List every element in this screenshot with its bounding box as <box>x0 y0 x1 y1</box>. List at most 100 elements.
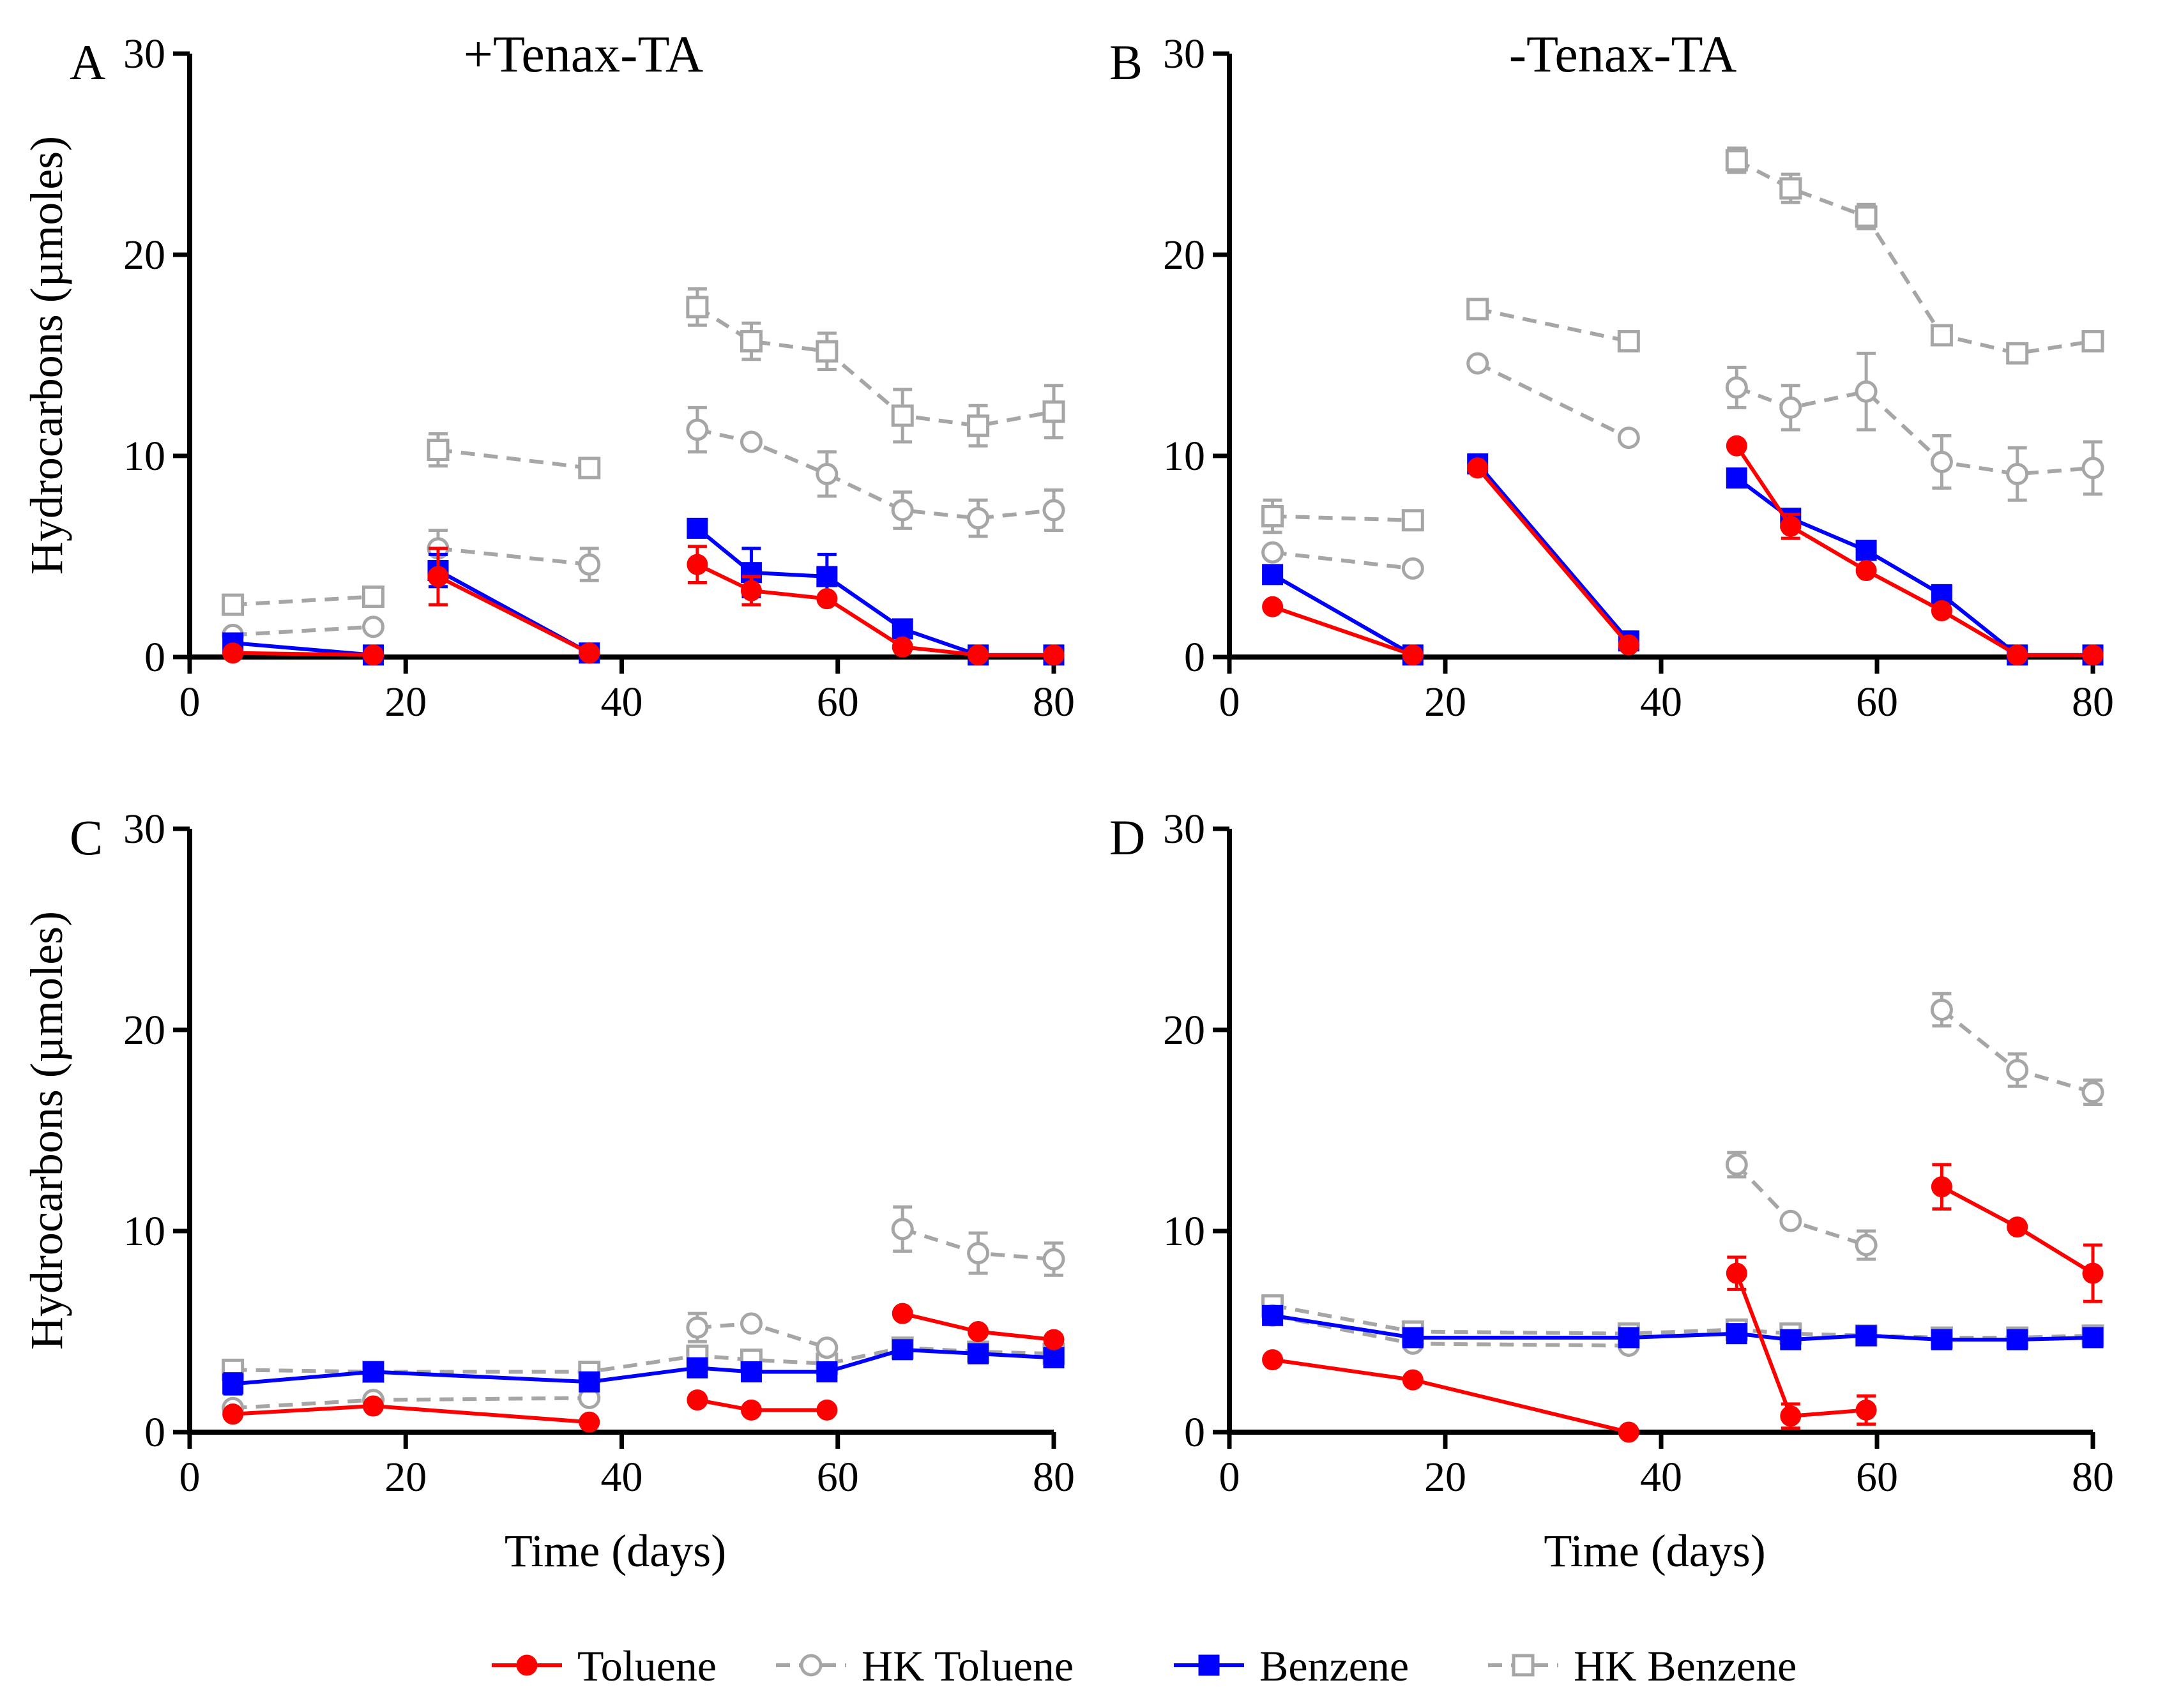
data-point <box>816 1399 838 1421</box>
series-line <box>232 594 374 607</box>
series-line <box>1477 307 1629 344</box>
data-point <box>1467 457 1489 479</box>
legend-marker <box>800 1654 823 1677</box>
data-point <box>740 562 762 584</box>
series-toluene <box>1262 435 2104 666</box>
data-point <box>1262 1349 1284 1371</box>
legend-item-hk-benzene: HK Benzene <box>1488 1642 1797 1690</box>
data-point <box>363 1395 384 1417</box>
data-point <box>1930 450 1953 473</box>
series-line <box>1272 605 1414 657</box>
x-tick-label: 80 <box>2072 679 2114 725</box>
data-point <box>2082 1262 2104 1284</box>
y-tick-label: 30 <box>1163 31 1205 77</box>
data-point <box>892 1303 913 1324</box>
data-point <box>1855 560 1877 582</box>
data-point <box>1726 1262 1747 1284</box>
data-point <box>1930 999 1953 1021</box>
series-toluene <box>222 545 1065 666</box>
data-point <box>1618 1421 1639 1443</box>
data-point <box>1261 541 1284 564</box>
data-point <box>1618 1327 1639 1349</box>
series-hk-toluene <box>222 1205 1065 1419</box>
data-point <box>740 329 763 352</box>
data-point <box>968 1321 989 1342</box>
legend-marker <box>516 1654 538 1676</box>
data-point <box>1402 644 1424 666</box>
x-tick-label: 60 <box>1856 1454 1898 1500</box>
legend-label: Benzene <box>1259 1642 1409 1690</box>
data-point <box>1931 600 1952 622</box>
series-hk-benzene <box>222 287 1065 616</box>
data-point <box>967 414 990 437</box>
data-point <box>740 1361 762 1382</box>
legend-item-toluene: Toluene <box>492 1642 717 1690</box>
x-tick-label: 80 <box>1033 1454 1075 1500</box>
legend: Toluene HK Toluene Benzene HK Benzene <box>492 1642 1797 1690</box>
x-tick-label: 0 <box>1219 679 1240 725</box>
data-point <box>1726 467 1747 489</box>
data-point <box>1618 634 1639 656</box>
x-tick-label: 40 <box>1640 1454 1682 1500</box>
data-point <box>686 1316 709 1339</box>
data-point <box>1780 1329 1802 1350</box>
y-axis-title: Hydrocarbons (µmoles) <box>21 136 72 575</box>
data-point <box>1043 644 1065 666</box>
data-point <box>1466 298 1489 321</box>
panel-b: 0 10 20 30 0 20 40 60 80 B -Tenax-TA <box>1109 25 2114 725</box>
data-point <box>740 580 762 601</box>
panel-letter: C <box>70 810 103 865</box>
y-tick-label: 0 <box>1184 1409 1205 1456</box>
data-point <box>1725 149 1748 172</box>
data-point <box>816 566 838 587</box>
data-point <box>1780 1405 1802 1427</box>
data-point <box>1401 557 1424 580</box>
data-point <box>427 566 449 587</box>
panel-title: +Tenax-TA <box>464 25 703 83</box>
data-point <box>816 340 839 363</box>
panel-c: 0 10 20 30 0 20 40 60 80 C Hydrocarbons (µmoles) Ti… <box>21 806 1075 1576</box>
panel-d: 0 10 20 30 0 20 40 60 80 D Time (days) <box>1109 806 2114 1576</box>
data-point <box>1043 1329 1065 1350</box>
data-point <box>2082 644 2104 666</box>
data-point <box>1931 1176 1952 1198</box>
legend-marker <box>1198 1654 1220 1676</box>
x-tick-label: 40 <box>601 679 643 725</box>
series-line <box>1272 514 1413 522</box>
series-line <box>437 575 591 655</box>
data-point <box>363 1361 384 1382</box>
panel-a: 0 10 20 30 0 20 40 60 80 A +Tenax-TA Hydrocarbons (… <box>21 25 1075 725</box>
panel-title: -Tenax-TA <box>1509 25 1737 83</box>
series-toluene <box>1262 1163 2104 1443</box>
y-tick-label: 30 <box>123 806 165 852</box>
data-point <box>1725 1153 1748 1176</box>
data-point <box>1042 400 1065 423</box>
series-toluene <box>222 1303 1065 1433</box>
legend-item-hk-toluene: HK Toluene <box>776 1642 1074 1690</box>
x-tick-label: 20 <box>384 1454 427 1500</box>
data-point <box>816 1361 838 1382</box>
data-point <box>2081 457 2104 480</box>
y-tick-label: 0 <box>1184 634 1205 681</box>
data-point <box>967 507 990 530</box>
data-point <box>1726 1323 1747 1345</box>
data-point <box>1779 396 1802 419</box>
data-point <box>816 588 838 610</box>
y-tick-label: 20 <box>1163 232 1205 278</box>
x-tick-label: 20 <box>384 679 427 725</box>
data-point <box>816 462 839 485</box>
series-line <box>1477 361 1630 440</box>
series-benzene <box>1262 1304 2104 1350</box>
data-point <box>1043 1347 1065 1368</box>
series-line <box>1272 573 1414 657</box>
x-tick-label: 20 <box>1424 1454 1466 1500</box>
data-point <box>687 1357 708 1379</box>
data-point <box>2006 1059 2029 1082</box>
x-tick-label: 0 <box>179 1454 201 1500</box>
y-tick-label: 10 <box>123 1208 165 1255</box>
data-point <box>2007 1329 2028 1350</box>
data-point <box>1780 515 1802 537</box>
series-line <box>232 651 374 657</box>
x-tick-label: 20 <box>1424 679 1466 725</box>
data-point <box>222 593 245 616</box>
